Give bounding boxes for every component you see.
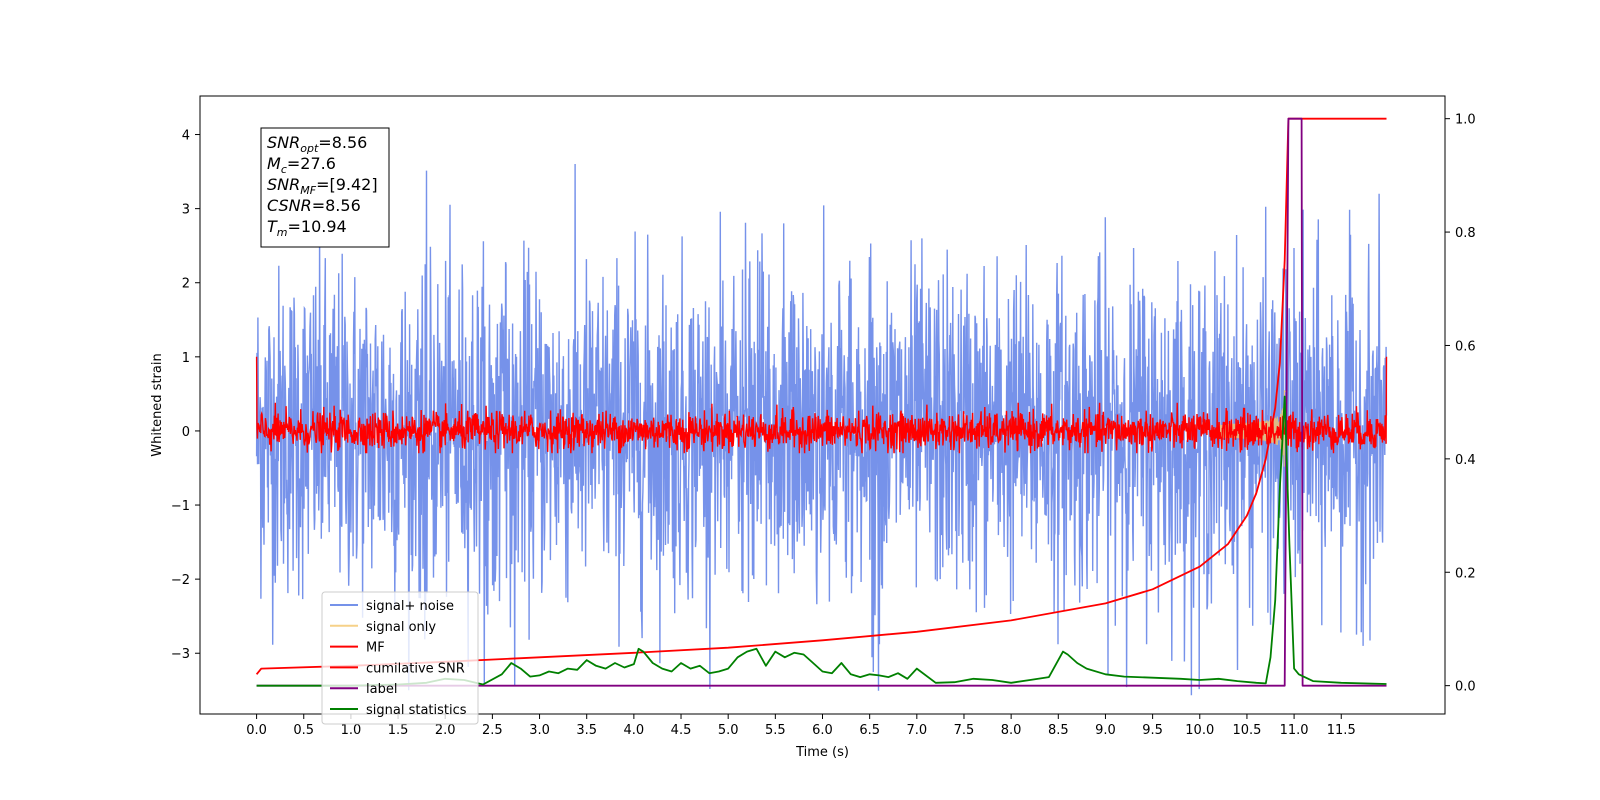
y2-tick-label: 0.6 [1455,339,1476,354]
x-tick-label: 8.5 [1048,723,1069,738]
annotation-line: Mc=27.6 [267,154,336,176]
x-tick-label: 11.0 [1280,723,1309,738]
x-tick-label: 1.5 [388,723,409,738]
x-tick-label: 6.0 [812,723,833,738]
y-tick-label: 0 [182,425,190,440]
x-tick-label: 4.0 [624,723,645,738]
x-tick-label: 5.5 [765,723,786,738]
legend-entry: cumilative SNR [366,661,465,676]
annotation-line: SNRMF=[9.42] [267,175,378,197]
legend-entry: signal only [366,620,436,635]
x-tick-label: 0.0 [246,723,267,738]
x-tick-label: 10.0 [1185,723,1214,738]
x-tick-label: 2.5 [482,723,503,738]
legend-entry: label [366,682,397,697]
legend-frame [321,591,479,725]
y2-tick-label: 0.8 [1455,226,1476,241]
annotation-line: CSNR=8.56 [267,196,361,215]
x-tick-label: 3.5 [576,723,597,738]
x-tick-label: 2.0 [435,723,456,738]
y-tick-label: −1 [171,499,190,514]
x-tick-label: 7.5 [954,723,975,738]
x-tick-label: 11.5 [1327,723,1356,738]
y-tick-label: 3 [182,203,190,218]
y-tick-label: −3 [171,647,190,662]
y-axis-label: Whitened strain [150,353,165,456]
plot-area [255,117,1388,696]
axes: 0.0 0.5 1.0 1.5 2.0 2.5 3.0 3.5 4.0 4.5 5.0 5.5 6.0 6… [171,95,1476,738]
y-tick-label: 4 [182,129,190,144]
x-axis-label: Time (s) [795,745,849,760]
x-tick-label: 9.5 [1142,723,1163,738]
y-tick-label: −2 [171,573,190,588]
annotation-line: Tm=10.94 [267,217,347,239]
x-tick-label: 4.5 [671,723,692,738]
y2-tick-label: 0.4 [1455,453,1476,468]
annotation-frame [260,127,390,248]
y2-tick-label: 1.0 [1455,113,1476,128]
series-label-line [256,117,1387,687]
legend-entry: MF [366,641,385,656]
legend-entry: signal statistics [366,703,467,718]
x-tick-label: 1.0 [341,723,362,738]
x-tick-label: 9.0 [1095,723,1116,738]
x-tick-label: 7.0 [906,723,927,738]
x-tick-label: 3.0 [529,723,550,738]
x-tick-label: 5.0 [718,723,739,738]
series-signal-statistics-line [256,395,1387,687]
legend-entry: signal+ noise [366,599,454,614]
x-tick-label: 10.5 [1232,723,1261,738]
x-tick-label: 6.5 [859,723,880,738]
legend: signal+ noise signal only MF cumilative SNR… [321,591,479,725]
annotation-line: SNRopt=8.56 [267,133,367,155]
y2-tick-label: 0.2 [1455,566,1476,581]
series-mf-line [255,356,1388,454]
y2-tick-label: 0.0 [1455,680,1476,695]
series-cumulative-snr-line [255,117,1387,675]
y-tick-label: 2 [182,277,190,292]
x-tick-label: 8.0 [1001,723,1022,738]
y-tick-label: 1 [182,351,190,366]
x-tick-label: 0.5 [293,723,314,738]
